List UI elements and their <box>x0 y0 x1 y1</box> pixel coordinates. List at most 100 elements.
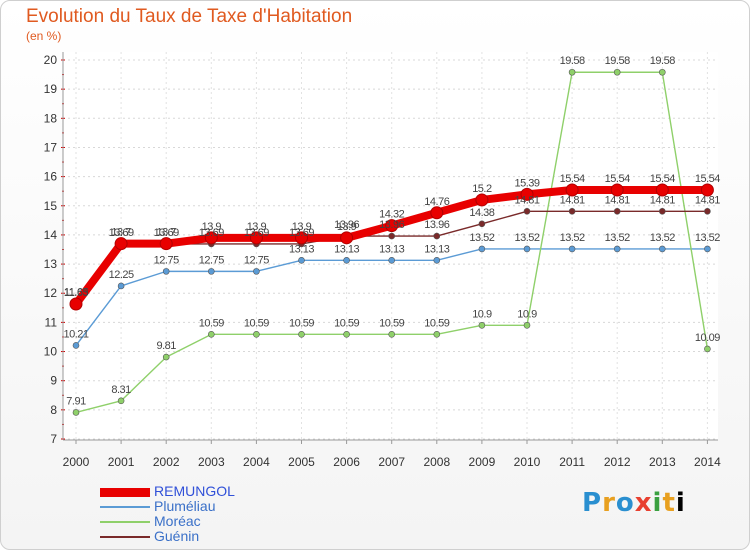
y-axis-unit: (en %) <box>26 29 62 43</box>
data-point-Guénin <box>613 208 621 215</box>
x-tick-label: 2008 <box>423 455 450 469</box>
data-point-Moréac <box>343 331 350 338</box>
data-point-Moréac <box>388 331 396 338</box>
x-tick-label: 2002 <box>153 455 180 469</box>
legend-label: Moréac <box>154 513 201 529</box>
data-point-REMUNGOL <box>430 206 444 220</box>
y-tick-label: 12 <box>44 286 58 300</box>
data-label-Moréac: 19.58 <box>650 55 675 67</box>
data-label-Moréac: 19.58 <box>605 55 630 67</box>
data-point-Moréac <box>253 331 260 338</box>
data-label-Pluméliau: 13.52 <box>514 232 539 244</box>
data-point-REMUNGOL <box>159 237 173 251</box>
data-point-Pluméliau <box>523 245 531 253</box>
data-point-Moréac <box>117 397 125 405</box>
data-label-Pluméliau: 13.52 <box>695 232 720 244</box>
y-tick-label: 17 <box>44 140 58 154</box>
data-point-Guénin <box>523 208 531 215</box>
data-point-REMUNGOL <box>655 183 669 197</box>
x-tick-label: 2003 <box>198 455 225 469</box>
data-label-REMUNGOL: 13.7 <box>111 227 131 239</box>
data-point-Moréac <box>298 331 305 338</box>
y-tick-label: 18 <box>44 111 58 125</box>
legend-label: REMUNGOL <box>154 483 235 499</box>
data-label-Guénin: 14.81 <box>560 194 585 206</box>
data-label-Moréac: 10.59 <box>289 317 314 329</box>
x-tick-label: 2001 <box>108 455 135 469</box>
data-label-Moréac: 10.59 <box>424 317 449 329</box>
data-point-Pluméliau <box>568 245 576 253</box>
data-point-REMUNGOL <box>520 187 534 201</box>
data-labels: 11.65 13.69 13.69 13.69 13.69 13.69 13.96 13.96… <box>63 55 720 407</box>
data-label-Pluméliau: 13.13 <box>289 243 314 255</box>
data-label-Pluméliau: 10.21 <box>63 328 88 340</box>
data-point-Moréac <box>72 409 80 416</box>
y-tick-label: 20 <box>44 53 58 67</box>
data-point-Moréac <box>704 345 711 353</box>
axes: 7 8 9 10 11 12 13 14 15 16 17 18 19 20 2000 2001 2002 200… <box>44 52 721 469</box>
data-point-Guénin <box>704 208 711 215</box>
y-tick-label: 19 <box>44 82 58 96</box>
y-tick-label: 9 <box>50 374 57 388</box>
data-label-Pluméliau: 12.75 <box>154 254 179 266</box>
y-tick-label: 15 <box>44 199 58 213</box>
data-label-REMUNGOL: 15.54 <box>650 173 675 185</box>
x-tick-label: 2011 <box>559 455 585 469</box>
data-label-Guénin: 14.38 <box>469 207 494 219</box>
data-label-Moréac: 10.9 <box>517 308 537 320</box>
data-label-Guénin: 13.69 <box>199 227 224 239</box>
data-point-Pluméliau <box>478 245 486 253</box>
data-label-Guénin: 14.81 <box>695 194 720 206</box>
data-point-Moréac <box>613 68 621 76</box>
data-point-Guénin <box>478 220 486 228</box>
data-label-Pluméliau: 13.13 <box>334 243 359 255</box>
data-label-Moréac: 10.59 <box>199 317 224 329</box>
data-point-REMUNGOL <box>249 231 263 245</box>
data-point-Pluméliau <box>117 282 125 290</box>
data-label-REMUNGOL: 15.2 <box>472 183 492 195</box>
data-point-REMUNGOL <box>295 231 308 245</box>
data-label-Pluméliau: 12.25 <box>109 269 134 281</box>
data-label-Moréac: 9.81 <box>156 340 176 352</box>
data-point-REMUNGOL <box>610 183 624 197</box>
data-point-Moréac <box>208 331 215 338</box>
data-label-Moréac: 19.58 <box>560 55 585 67</box>
data-label-Pluméliau: 13.52 <box>605 232 630 244</box>
data-label-Guénin: 13.69 <box>154 227 179 239</box>
data-label-Guénin: 13.96 <box>379 219 404 231</box>
data-point-Moréac <box>523 321 531 329</box>
data-label-Moréac: 7.91 <box>66 395 86 407</box>
data-point-Pluméliau <box>433 256 441 264</box>
x-tick-label: 2009 <box>469 455 496 469</box>
data-point-Moréac <box>478 321 486 329</box>
data-label-REMUNGOL: 13.9 <box>337 221 357 233</box>
data-label-Guénin: 13.69 <box>289 227 314 239</box>
data-label-Guénin: 14.81 <box>605 194 630 206</box>
data-point-REMUNGOL <box>700 183 714 197</box>
data-label-Pluméliau: 13.13 <box>424 243 449 255</box>
legend-label: Pluméliau <box>154 498 216 514</box>
data-point-Pluméliau <box>613 245 621 253</box>
x-tick-label: 2013 <box>649 455 676 469</box>
data-label-REMUNGOL: 13.9 <box>202 221 222 233</box>
legend-swatch <box>100 488 150 497</box>
data-point-REMUNGOL <box>475 193 489 207</box>
data-label-Moréac: 10.59 <box>334 317 359 329</box>
data-point-Pluméliau <box>388 256 396 264</box>
data-label-REMUNGOL: 15.39 <box>514 177 539 189</box>
data-point-Moréac <box>658 68 666 76</box>
y-tick-label: 14 <box>44 228 58 242</box>
data-label-Pluméliau: 13.52 <box>650 232 675 244</box>
data-label-REMUNGOL: 15.54 <box>560 173 585 185</box>
x-tick-label: 2007 <box>378 455 405 469</box>
data-label-Moréac: 10.09 <box>695 332 720 344</box>
data-point-REMUNGOL <box>114 237 128 251</box>
y-tick-label: 16 <box>44 170 58 184</box>
data-point-Moréac <box>162 353 170 361</box>
data-label-Pluméliau: 12.75 <box>244 254 269 266</box>
data-label-Guénin: 13.96 <box>334 219 359 231</box>
chart-title: Evolution du Taux de Taxe d'Habitation <box>26 6 353 27</box>
x-tick-label: 2000 <box>63 455 90 469</box>
data-label-Guénin: 13.69 <box>109 227 134 239</box>
data-point-Guénin <box>568 208 576 215</box>
